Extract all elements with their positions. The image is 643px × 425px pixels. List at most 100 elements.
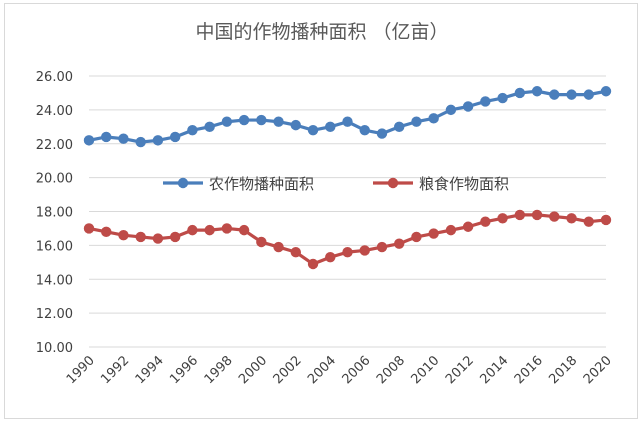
data-point xyxy=(583,216,594,227)
data-point xyxy=(256,236,267,248)
data-point xyxy=(83,135,95,146)
data-point xyxy=(428,228,439,239)
data-point xyxy=(480,216,491,227)
gridlines xyxy=(89,75,606,348)
x-tick-label: 2006 xyxy=(340,353,374,387)
x-axis-ticks: 1990 1992 1994 1996 1998 2000 2002 2004 2006 2008… xyxy=(64,353,615,387)
series-2 xyxy=(83,209,612,270)
data-point xyxy=(359,245,370,256)
data-point xyxy=(566,213,577,224)
x-tick-label: 2002 xyxy=(271,353,305,387)
series-1 xyxy=(83,86,612,148)
y-tick-label: 20.00 xyxy=(36,172,73,187)
data-point xyxy=(394,238,405,249)
chart-title: 中国的作物播种面积 （亿亩） xyxy=(195,21,448,43)
data-point xyxy=(221,116,233,127)
data-point xyxy=(531,209,543,221)
data-point xyxy=(204,121,215,133)
data-point xyxy=(221,223,233,234)
x-tick-label: 2020 xyxy=(581,353,615,387)
data-point xyxy=(566,89,577,100)
data-point xyxy=(531,86,543,97)
data-point xyxy=(118,133,129,144)
data-point xyxy=(325,252,336,263)
y-axis-ticks: 10.00 12.00 14.00 16.00 18.00 20.00 22.00 24.00… xyxy=(36,70,73,356)
data-point xyxy=(342,116,353,127)
data-point xyxy=(101,226,112,238)
data-point xyxy=(135,231,146,243)
data-point xyxy=(394,121,405,133)
x-tick-label: 1998 xyxy=(202,353,236,387)
data-point xyxy=(600,214,612,226)
x-tick-label: 1996 xyxy=(167,353,201,387)
data-point xyxy=(480,96,491,107)
legend-item: 粮食作物面积 xyxy=(373,175,509,193)
x-tick-label: 2014 xyxy=(477,353,511,387)
data-point xyxy=(462,101,474,112)
data-point xyxy=(462,221,474,232)
series-group xyxy=(83,86,612,270)
data-point xyxy=(290,246,301,258)
x-tick-label: 2008 xyxy=(374,353,408,387)
data-point xyxy=(273,241,284,253)
data-point xyxy=(376,128,388,139)
data-point xyxy=(549,89,560,100)
data-point xyxy=(169,131,181,143)
data-point xyxy=(325,121,336,133)
chart-frame: 中国的作物播种面积 （亿亩） 10.00 12.00 14.00 16.00 18.00… xyxy=(4,3,638,419)
y-tick-label: 12.00 xyxy=(36,307,73,322)
data-point xyxy=(359,125,370,136)
data-point xyxy=(428,113,439,124)
y-tick-label: 24.00 xyxy=(36,104,73,119)
legend: 农作物播种面积 粮食作物面积 xyxy=(163,175,509,193)
x-tick-label: 1990 xyxy=(64,353,98,387)
data-point xyxy=(152,233,164,244)
data-point xyxy=(273,116,284,127)
data-point xyxy=(307,125,319,136)
data-point xyxy=(187,125,198,136)
x-tick-label: 2018 xyxy=(546,353,580,387)
data-point xyxy=(238,114,250,126)
data-point xyxy=(411,116,422,127)
legend-marker xyxy=(387,177,399,189)
x-tick-label: 2012 xyxy=(443,353,477,387)
data-point xyxy=(376,241,388,253)
x-tick-label: 2000 xyxy=(236,353,270,387)
y-tick-label: 10.00 xyxy=(36,341,73,356)
y-tick-label: 16.00 xyxy=(36,239,73,254)
y-tick-label: 26.00 xyxy=(36,70,73,85)
data-point xyxy=(600,86,612,97)
legend-item: 农作物播种面积 xyxy=(163,175,314,193)
data-point xyxy=(514,209,526,221)
data-point xyxy=(445,104,457,116)
data-point xyxy=(290,119,301,131)
data-point xyxy=(445,224,457,236)
x-tick-label: 2016 xyxy=(512,353,546,387)
data-point xyxy=(549,211,560,222)
data-point xyxy=(204,224,215,236)
data-point xyxy=(83,223,95,234)
data-point xyxy=(514,87,526,99)
legend-label: 农作物播种面积 xyxy=(209,175,314,193)
x-tick-label: 1994 xyxy=(133,353,167,387)
data-point xyxy=(583,89,594,100)
line-chart: 中国的作物播种面积 （亿亩） 10.00 12.00 14.00 16.00 18.00… xyxy=(36,21,615,387)
x-tick-label: 2010 xyxy=(408,353,442,387)
data-point xyxy=(342,246,353,258)
data-point xyxy=(497,92,508,104)
legend-marker xyxy=(177,177,189,189)
data-point xyxy=(152,135,164,146)
legend-label: 粮食作物面积 xyxy=(419,175,509,193)
y-tick-label: 22.00 xyxy=(36,138,73,153)
data-point xyxy=(238,224,250,236)
data-point xyxy=(411,231,422,243)
y-tick-label: 14.00 xyxy=(36,273,73,288)
data-point xyxy=(101,131,112,143)
data-point xyxy=(256,114,267,126)
y-tick-label: 18.00 xyxy=(36,206,73,221)
data-point xyxy=(169,231,181,243)
data-point xyxy=(497,213,508,224)
x-tick-label: 1992 xyxy=(98,353,132,387)
data-point xyxy=(307,258,319,270)
data-point xyxy=(135,136,146,148)
